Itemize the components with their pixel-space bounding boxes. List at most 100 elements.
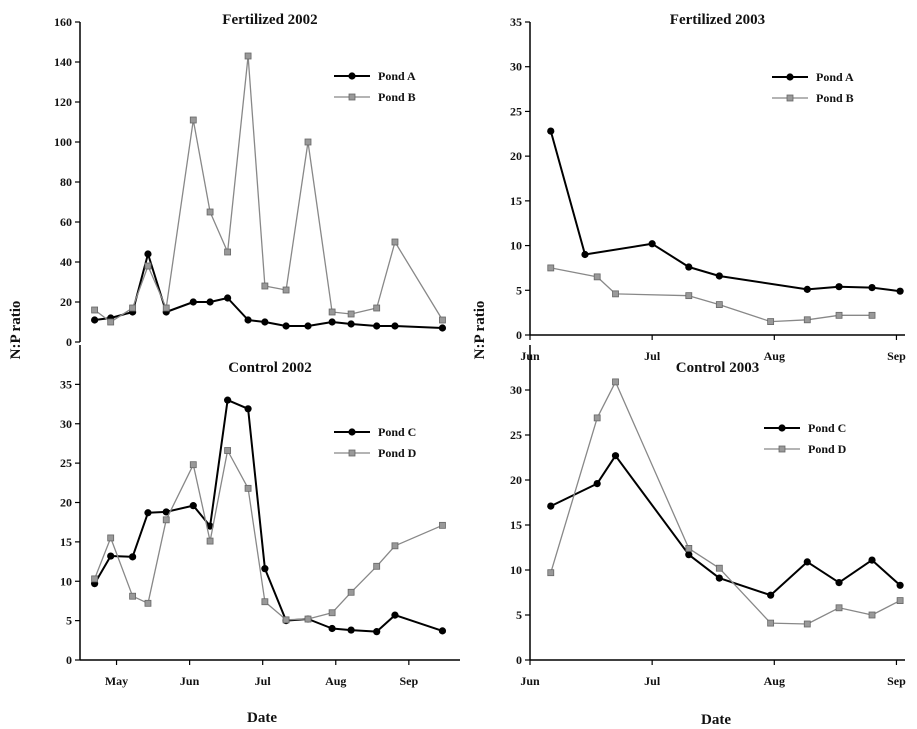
data-point <box>685 545 693 552</box>
x-axis-label-left: Date <box>247 710 277 726</box>
data-point <box>206 208 214 216</box>
x-tick-label: Jul <box>255 674 272 688</box>
data-point <box>162 508 170 516</box>
data-point <box>162 516 170 524</box>
data-point <box>547 264 555 272</box>
data-point <box>244 484 252 492</box>
data-point <box>189 461 197 469</box>
data-point <box>304 615 312 623</box>
data-point <box>896 581 904 589</box>
data-point <box>611 452 620 460</box>
x-tick-label: Jul <box>644 674 661 688</box>
y-tick-label: 0 <box>66 335 72 349</box>
data-point <box>107 318 115 326</box>
y-tick-label: 80 <box>60 175 72 189</box>
data-point <box>129 553 137 561</box>
y-tick-label: 15 <box>510 194 522 208</box>
data-point <box>835 604 843 612</box>
data-point <box>328 624 336 633</box>
y-tick-label: 20 <box>60 295 72 309</box>
data-point <box>189 502 197 510</box>
data-point <box>129 592 137 600</box>
data-point <box>391 542 399 550</box>
data-point <box>868 284 876 292</box>
data-point <box>439 316 446 324</box>
x-tick-label: Aug <box>764 674 785 688</box>
legend-label: Pond A <box>816 70 854 84</box>
legend-label: Pond C <box>378 425 416 439</box>
data-point <box>206 537 214 545</box>
legend-label: Pond B <box>816 91 854 105</box>
x-tick-label: Sep <box>400 674 419 688</box>
data-point <box>373 562 381 570</box>
x-tick-label: Sep <box>887 349 906 363</box>
series-line-pond-a <box>549 130 901 293</box>
data-point <box>328 318 336 326</box>
data-point <box>107 534 115 542</box>
legend-swatch-marker <box>348 93 356 101</box>
y-tick-label: 140 <box>54 55 72 69</box>
data-point <box>593 480 601 488</box>
x-tick-label: May <box>105 674 128 688</box>
y-tick-label: 35 <box>510 15 522 29</box>
data-point <box>593 414 601 422</box>
data-point <box>685 551 693 559</box>
chart-panel-3: Control 2002 0 5 10 15 20 25 30 35 May Jun Jul Aug Se… <box>60 345 460 688</box>
data-point <box>107 552 115 560</box>
data-point <box>189 298 197 306</box>
y-tick-label: 30 <box>510 383 522 397</box>
data-point <box>347 626 355 634</box>
data-point <box>282 286 290 294</box>
x-axis-label-right: Date <box>701 712 731 728</box>
data-point <box>767 318 775 325</box>
y-tick-label: 0 <box>516 328 522 342</box>
chart-title: Control 2003 <box>676 360 759 376</box>
data-point <box>224 396 232 404</box>
data-point <box>206 522 214 530</box>
legend-swatch-marker <box>348 428 356 436</box>
chart-panel-1: Fertilized 2002 0 20 40 60 80 100 120 140 160 Pond… <box>54 12 447 349</box>
y-tick-label: 20 <box>510 473 522 487</box>
data-point <box>373 304 381 312</box>
legend-label: Pond C <box>808 421 846 435</box>
legend-swatch-marker <box>348 72 356 80</box>
data-point <box>304 138 312 146</box>
data-point <box>328 609 336 617</box>
data-point <box>244 316 252 324</box>
chart-title: Fertilized 2003 <box>670 12 765 28</box>
data-point <box>244 405 252 413</box>
data-point <box>685 292 693 300</box>
legend-swatch-marker <box>778 445 786 453</box>
legend-label: Pond B <box>378 90 416 104</box>
legend-swatch-marker <box>348 449 356 457</box>
data-point <box>347 588 355 596</box>
data-point <box>206 298 214 306</box>
y-tick-label: 10 <box>510 563 522 577</box>
data-point <box>244 52 252 60</box>
data-point <box>803 285 811 293</box>
data-point <box>835 579 843 587</box>
data-point <box>715 574 723 582</box>
legend-label: Pond A <box>378 69 416 83</box>
y-tick-label: 20 <box>60 496 72 510</box>
data-point <box>129 304 137 312</box>
y-tick-label: 5 <box>516 608 522 622</box>
data-point <box>391 238 399 246</box>
data-point <box>91 575 99 583</box>
data-point <box>328 308 336 316</box>
data-point <box>715 301 723 308</box>
data-point <box>767 619 775 627</box>
data-point <box>261 318 269 326</box>
y-tick-label: 20 <box>510 149 522 163</box>
data-point <box>91 316 99 324</box>
data-point <box>581 250 589 259</box>
data-point <box>612 378 619 386</box>
data-point <box>612 290 619 298</box>
data-point <box>685 263 693 271</box>
data-point <box>162 304 170 312</box>
chart-title: Control 2002 <box>228 360 311 376</box>
data-point <box>715 564 723 572</box>
data-point <box>373 628 381 636</box>
x-tick-label: Jul <box>644 349 661 363</box>
y-tick-label: 160 <box>54 15 72 29</box>
